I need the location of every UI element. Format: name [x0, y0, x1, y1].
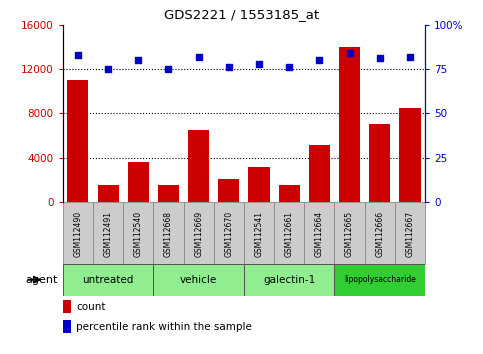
Text: GSM112664: GSM112664	[315, 211, 324, 257]
Bar	[188, 130, 209, 202]
Bar	[63, 202, 93, 264]
Bar	[93, 202, 123, 264]
Bar	[244, 264, 334, 296]
Bar	[274, 202, 304, 264]
Point	[165, 66, 172, 72]
Text: GSM112541: GSM112541	[255, 211, 264, 257]
Bar	[334, 202, 365, 264]
Bar	[399, 108, 421, 202]
Text: percentile rank within the sample: percentile rank within the sample	[76, 322, 252, 332]
Bar	[244, 202, 274, 264]
Bar	[395, 202, 425, 264]
Point	[376, 56, 384, 61]
Point	[104, 66, 112, 72]
Bar	[98, 185, 119, 202]
Text: GSM112667: GSM112667	[405, 211, 414, 257]
Text: lipopolysaccharide: lipopolysaccharide	[344, 275, 416, 284]
Text: vehicle: vehicle	[180, 275, 217, 285]
Text: GSM112491: GSM112491	[103, 211, 113, 257]
Point	[134, 57, 142, 63]
Text: GSM112666: GSM112666	[375, 211, 384, 257]
Bar	[335, 264, 425, 296]
Point	[406, 54, 414, 59]
Text: agent: agent	[26, 275, 58, 285]
Text: GSM112661: GSM112661	[284, 211, 294, 257]
Point	[195, 54, 202, 59]
Text: GSM112669: GSM112669	[194, 211, 203, 257]
Bar	[67, 80, 88, 202]
Text: GSM112490: GSM112490	[73, 211, 83, 257]
Bar	[369, 124, 390, 202]
Bar	[339, 47, 360, 202]
Text: GDS2221 / 1553185_at: GDS2221 / 1553185_at	[164, 8, 319, 21]
Bar	[63, 320, 71, 333]
Bar	[218, 178, 240, 202]
Bar	[63, 264, 154, 296]
Text: untreated: untreated	[83, 275, 134, 285]
Bar	[304, 202, 334, 264]
Point	[255, 61, 263, 67]
Text: GSM112670: GSM112670	[224, 211, 233, 257]
Bar	[154, 264, 244, 296]
Point	[74, 52, 82, 58]
Bar	[123, 202, 154, 264]
Bar	[63, 300, 71, 313]
Bar	[365, 202, 395, 264]
Text: GSM112668: GSM112668	[164, 211, 173, 257]
Bar	[248, 167, 270, 202]
Point	[285, 64, 293, 70]
Bar	[154, 202, 184, 264]
Text: GSM112665: GSM112665	[345, 211, 354, 257]
Bar	[158, 185, 179, 202]
Bar	[128, 162, 149, 202]
Bar	[213, 202, 244, 264]
Bar	[279, 185, 300, 202]
Text: galectin-1: galectin-1	[263, 275, 315, 285]
Text: count: count	[76, 302, 106, 312]
Bar	[184, 202, 213, 264]
Point	[346, 50, 354, 56]
Point	[315, 57, 323, 63]
Bar	[309, 145, 330, 202]
Text: GSM112540: GSM112540	[134, 211, 143, 257]
Point	[225, 64, 233, 70]
